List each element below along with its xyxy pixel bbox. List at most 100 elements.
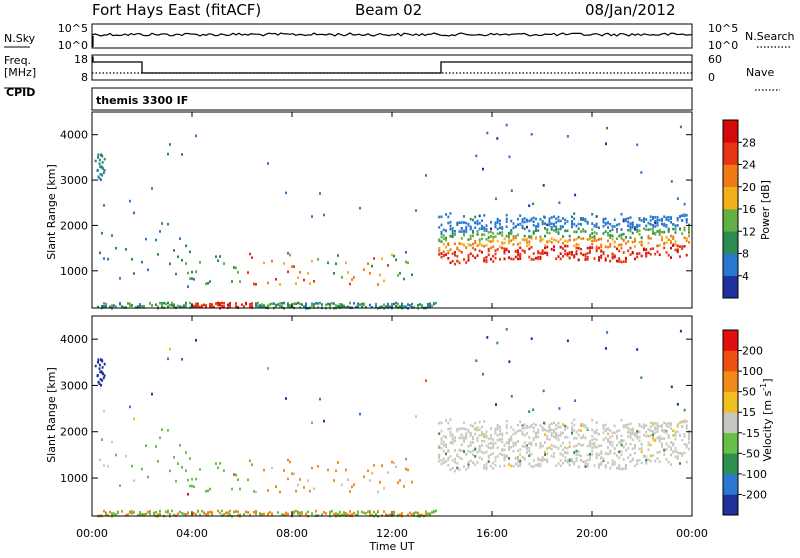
velocity-cell <box>451 441 454 445</box>
velocity-cell <box>532 436 535 440</box>
velocity-cell <box>478 449 481 452</box>
velocity-cell <box>638 459 641 462</box>
power-cell <box>505 123 508 127</box>
velocity-cell <box>607 427 609 430</box>
power-cell <box>263 304 265 308</box>
power-cell <box>519 222 522 226</box>
velocity-cell <box>661 425 663 428</box>
velocity-cell <box>676 423 679 426</box>
site-title: Fort Hays East (fitACF) <box>92 1 261 19</box>
power-cell <box>537 224 540 228</box>
velocity-cell <box>640 450 643 453</box>
velocity-cell <box>369 510 371 513</box>
velocity-cell <box>267 489 269 492</box>
velocity-cell <box>425 379 427 382</box>
velocity-cell <box>133 511 135 514</box>
power-cell <box>546 240 549 244</box>
power-cell <box>582 253 585 257</box>
velocity-cell <box>103 362 106 366</box>
velocity-cell <box>474 428 477 431</box>
velocity-cell <box>620 443 623 447</box>
power-cell <box>483 259 486 263</box>
power-cell <box>478 238 481 241</box>
velocity-cell <box>442 435 445 438</box>
power-cell <box>582 218 585 221</box>
power-cell <box>546 228 549 231</box>
velocity-cell <box>465 436 468 440</box>
velocity-cell <box>616 444 618 447</box>
velocity-cell <box>451 459 454 462</box>
velocity-cell <box>654 428 657 431</box>
velocity-cell <box>467 449 470 453</box>
power-cell <box>618 257 621 260</box>
velocity-cell <box>115 513 117 516</box>
velocity-cell <box>490 437 492 440</box>
power-cell <box>571 223 573 226</box>
power-cell <box>105 303 107 307</box>
power-cell <box>179 237 181 240</box>
power-cell <box>625 219 627 222</box>
velocity-cell <box>517 449 519 453</box>
power-cell <box>111 304 113 308</box>
power-cell <box>606 126 609 130</box>
power-cell <box>415 209 417 212</box>
power-cell <box>211 305 213 309</box>
velocity-cell <box>496 424 499 427</box>
velocity-cell <box>584 425 587 429</box>
velocity-cell <box>207 489 209 493</box>
power-cell <box>337 304 339 308</box>
power-cell <box>487 231 490 234</box>
power-cell <box>656 244 659 248</box>
power-cell <box>575 252 578 256</box>
power-cell <box>566 229 569 233</box>
power-cell <box>559 219 562 223</box>
power-cell <box>485 224 488 227</box>
velocity-cell <box>221 509 223 513</box>
power-cell <box>683 236 686 240</box>
velocity-cell <box>683 420 686 424</box>
power-cell <box>485 259 488 262</box>
velocity-cell <box>215 462 217 465</box>
velocity-cell <box>463 421 465 424</box>
velocity-cell <box>195 339 197 342</box>
power-cell <box>647 228 650 231</box>
velocity-cell <box>559 452 562 456</box>
power-cell <box>634 228 636 231</box>
velocity-cell <box>577 465 580 469</box>
velocity-cell <box>643 433 645 437</box>
power-cell <box>279 302 281 305</box>
velocity-cell <box>627 430 630 434</box>
power-cell <box>508 250 510 253</box>
power-cell <box>652 230 654 233</box>
power-cell <box>649 223 652 226</box>
power-cell <box>255 283 257 286</box>
velocity-cell <box>654 439 657 443</box>
power-cell <box>674 231 677 234</box>
power-cell <box>445 253 447 256</box>
power-cell <box>347 271 349 274</box>
power-cell <box>510 257 513 261</box>
velocity-cell <box>665 442 668 446</box>
velocity-cell <box>546 437 549 441</box>
velocity-cell <box>451 436 454 440</box>
power-cell <box>591 228 594 231</box>
freq-tick-high: 18 <box>74 53 88 66</box>
velocity-cell <box>661 437 663 440</box>
power-cell <box>403 277 405 281</box>
power-cell <box>631 226 634 229</box>
velocity-cell <box>481 451 483 454</box>
velocity-cell <box>595 428 598 432</box>
power-cell <box>359 303 361 306</box>
velocity-cell <box>472 437 474 441</box>
power-cell <box>544 227 546 230</box>
velocity-cell <box>613 462 616 466</box>
velocity-cell <box>627 435 630 438</box>
velocity-cell <box>559 464 562 468</box>
velocity-cell <box>467 444 470 448</box>
velocity-cell <box>173 513 175 517</box>
velocity-cell <box>521 424 524 427</box>
velocity-cell <box>517 460 519 464</box>
power-cell <box>638 241 641 244</box>
power-cell <box>454 251 456 254</box>
